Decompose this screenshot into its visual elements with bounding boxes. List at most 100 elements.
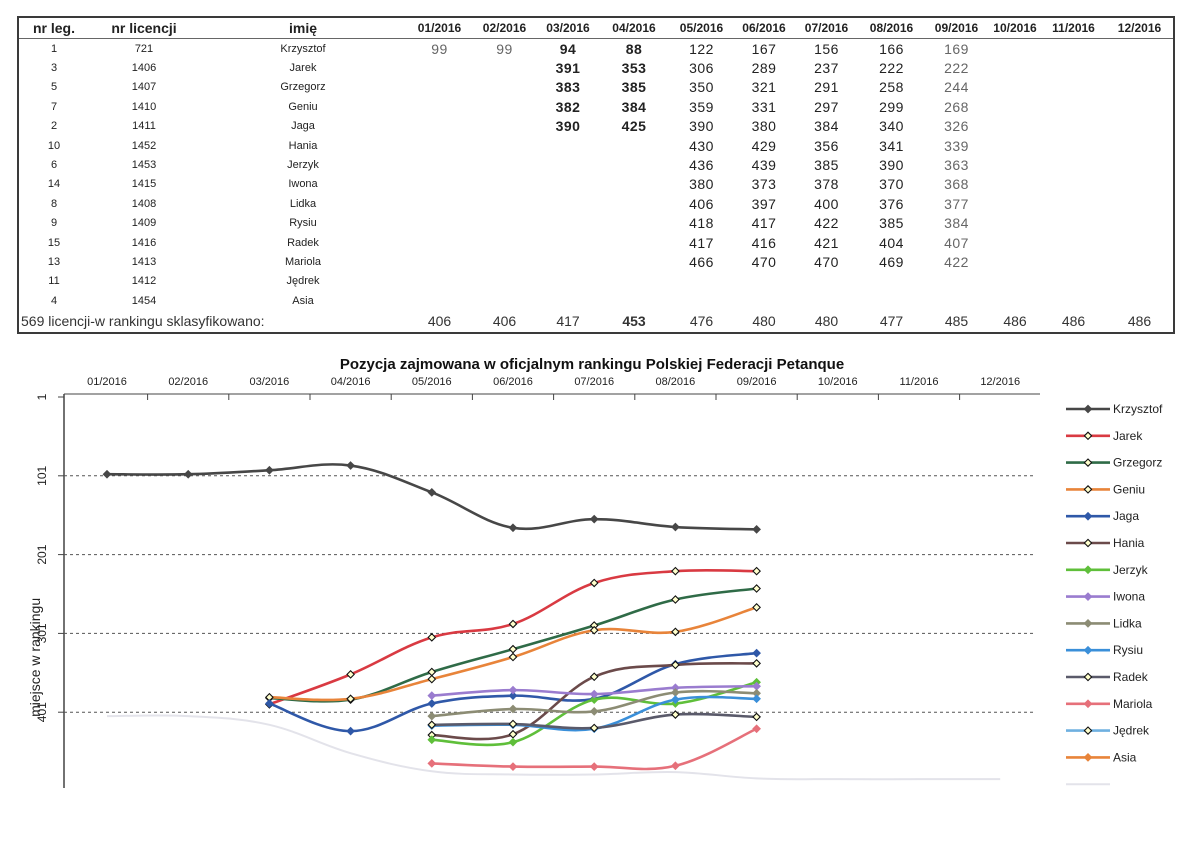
data-point <box>346 694 355 704</box>
summary-value: 406 <box>427 313 452 330</box>
data-point <box>508 704 518 714</box>
table-row: 7 1410 Geniu 382 384 359 331 297 299 268 <box>19 97 1173 116</box>
value-cell <box>407 155 472 174</box>
data-point <box>589 762 599 771</box>
value-cell <box>472 252 537 271</box>
value-cell <box>989 136 1041 155</box>
value-cell: 384 <box>944 215 969 232</box>
value-cell: 222 <box>944 60 969 77</box>
column-header: 11/2016 <box>1041 18 1106 39</box>
value-cell <box>859 272 924 291</box>
value-cell <box>794 272 859 291</box>
data-point <box>508 619 518 629</box>
licence-cell: 1408 <box>131 197 157 210</box>
value-cell <box>989 58 1041 77</box>
name-cell: Geniu <box>288 100 318 113</box>
table-row: 6 1453 Jerzyk 436 439 385 390 363 <box>19 155 1173 174</box>
value-cell <box>989 39 1041 59</box>
value-cell <box>472 214 537 233</box>
table-row: 9 1409 Rysiu 418 417 422 385 384 <box>19 214 1173 233</box>
data-point <box>671 627 680 637</box>
x-tick-label: 07/2016 <box>574 376 614 388</box>
value-cell <box>989 272 1041 291</box>
column-header: 09/2016 <box>924 18 989 39</box>
data-point <box>508 762 518 771</box>
value-cell: 418 <box>689 215 714 232</box>
summary-label: 569 licencji-w rankingu sklasyfikowano: <box>21 313 265 330</box>
summary-value: 417 <box>556 313 580 330</box>
value-cell <box>1106 175 1173 194</box>
y-tick-label: 401 <box>35 702 49 722</box>
value-cell <box>1041 272 1106 291</box>
value-cell: 390 <box>689 118 714 135</box>
value-cell: 326 <box>944 118 969 135</box>
data-point <box>671 710 680 719</box>
data-point <box>508 523 518 533</box>
licence-cell: 1413 <box>131 255 157 268</box>
name-cell: Grzegorz <box>280 81 326 94</box>
value-cell <box>599 214 669 233</box>
value-cell <box>1106 291 1173 310</box>
value-cell: 470 <box>751 253 777 270</box>
data-point <box>671 695 680 704</box>
value-cell: 373 <box>751 176 777 193</box>
value-cell: 299 <box>879 98 904 115</box>
value-cell: 169 <box>944 40 969 57</box>
leg-cell: 7 <box>50 100 58 113</box>
chart-title: Pozycja zajmowana w oficjalnym rankingu … <box>340 356 844 373</box>
data-point <box>589 514 599 524</box>
licence-cell: 1416 <box>131 236 157 249</box>
licence-cell: 1412 <box>131 275 157 288</box>
value-cell: 425 <box>621 118 647 135</box>
value-cell: 406 <box>689 195 714 212</box>
legend-entry: Iwona <box>1113 590 1145 604</box>
legend-entry: Rysiu <box>1113 643 1143 657</box>
column-header: 04/2016 <box>599 18 669 39</box>
table-row: 3 1406 Jarek 391 353 306 289 237 222 222 <box>19 58 1173 77</box>
y-tick-label: 201 <box>35 544 49 564</box>
licence-cell: 1409 <box>131 217 157 230</box>
summary-row: 569 licencji-w rankingu sklasyfikowano: 4… <box>19 310 1173 332</box>
value-cell <box>407 233 472 252</box>
value-cell <box>472 272 537 291</box>
name-cell: Jerzyk <box>287 159 319 172</box>
value-cell: 363 <box>944 157 969 174</box>
value-cell <box>407 117 472 136</box>
data-point <box>752 712 761 722</box>
value-cell <box>599 291 669 310</box>
data-point <box>752 525 761 534</box>
licence-cell: 1452 <box>131 139 157 152</box>
data-point <box>589 689 599 699</box>
leg-cell: 5 <box>50 81 58 94</box>
summary-value: 485 <box>944 313 969 330</box>
table-row: 15 1416 Radek 417 416 421 404 407 <box>19 233 1173 252</box>
data-point <box>346 726 355 736</box>
value-cell: 391 <box>555 60 581 77</box>
data-point <box>508 719 518 729</box>
value-cell <box>472 194 537 213</box>
x-tick-label: 11/2016 <box>900 376 939 388</box>
value-cell <box>407 97 472 116</box>
value-cell <box>989 214 1041 233</box>
y-tick-label: 1 <box>35 393 49 400</box>
value-cell: 436 <box>689 157 714 174</box>
data-point <box>265 465 274 475</box>
value-cell: 341 <box>879 137 904 154</box>
legend-entry: Lidka <box>1113 616 1142 630</box>
value-cell <box>1106 214 1173 233</box>
value-cell: 429 <box>751 137 777 154</box>
licence-cell: 1407 <box>131 81 157 94</box>
legend-marker <box>1083 753 1093 762</box>
name-cell: Rysiu <box>289 217 317 230</box>
value-cell <box>1106 233 1173 252</box>
value-cell: 359 <box>689 98 714 115</box>
y-tick-label: 301 <box>35 623 49 643</box>
table-row: 2 1411 Jaga 390 425 390 380 384 340 326 <box>19 117 1173 136</box>
data-point <box>183 469 193 479</box>
summary-value: 453 <box>622 313 646 330</box>
column-header: 02/2016 <box>472 18 537 39</box>
value-cell: 376 <box>879 195 904 212</box>
data-point <box>671 566 680 576</box>
legend-marker <box>1083 538 1093 548</box>
value-cell <box>924 272 989 291</box>
